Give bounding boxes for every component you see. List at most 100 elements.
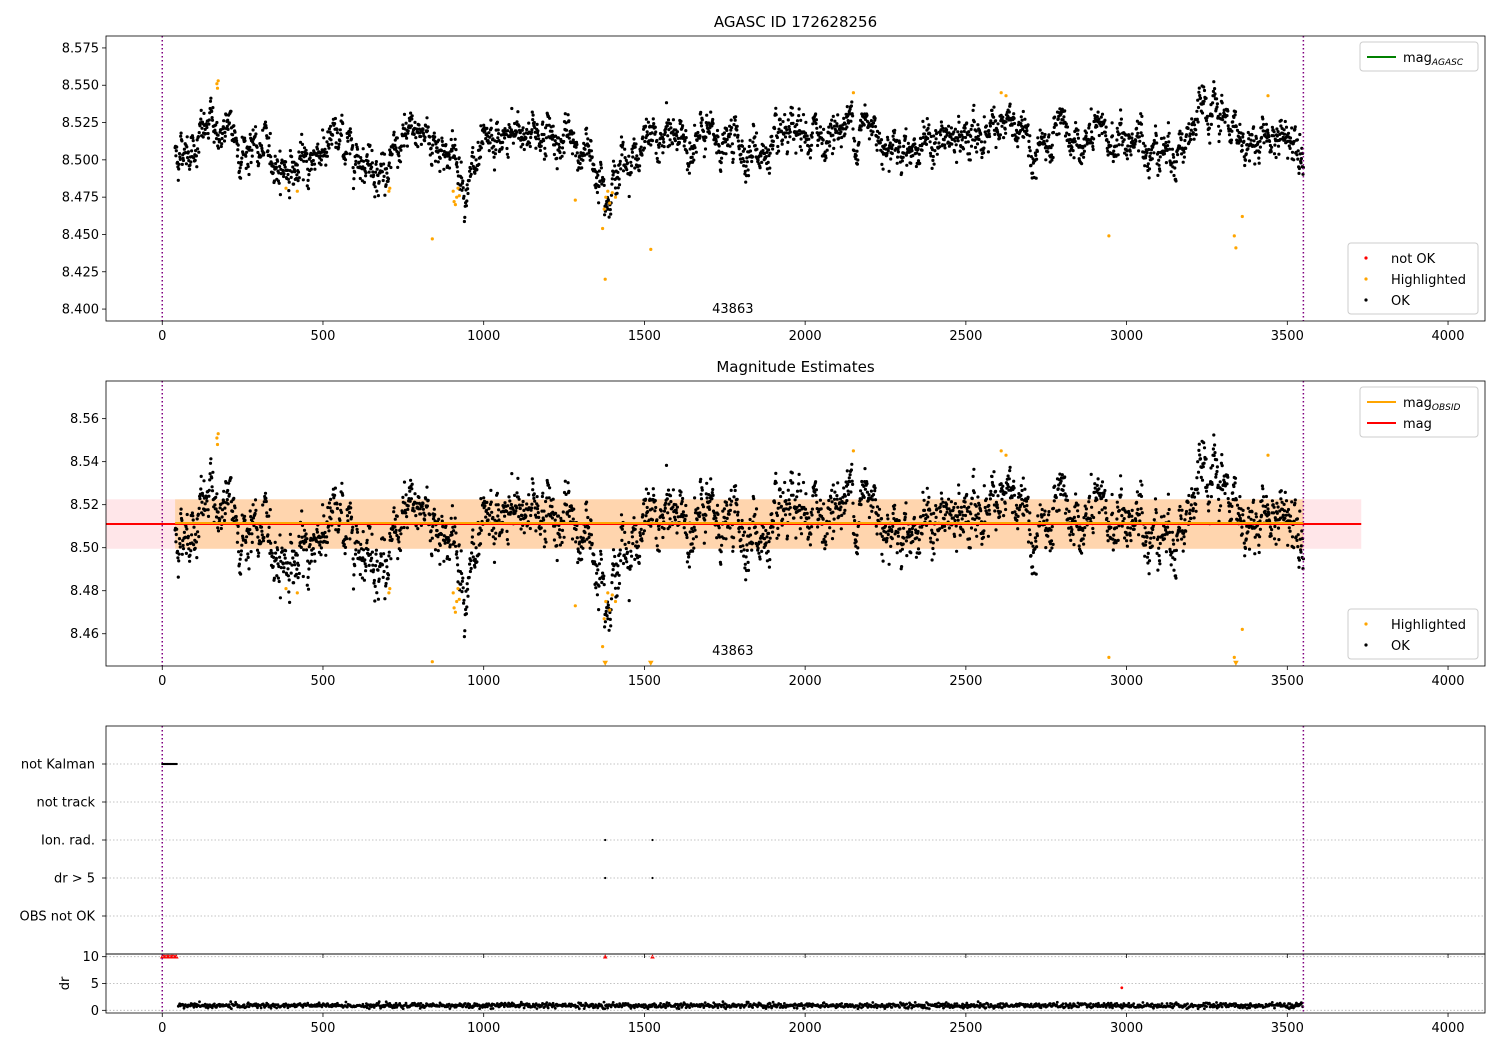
ok-point bbox=[1196, 98, 1200, 102]
ok-point bbox=[714, 516, 718, 520]
ok-point bbox=[1269, 150, 1273, 154]
ok-point bbox=[182, 147, 186, 151]
ok-point bbox=[1036, 136, 1040, 140]
ok-point bbox=[581, 158, 585, 162]
ok-point bbox=[998, 515, 1002, 519]
ok-point bbox=[608, 610, 612, 615]
ok-point bbox=[610, 573, 614, 577]
ok-point bbox=[335, 127, 339, 132]
ok-point bbox=[556, 136, 561, 140]
ok-point bbox=[399, 148, 403, 152]
ok-point bbox=[409, 497, 413, 501]
ok-point bbox=[564, 503, 569, 507]
ok-point bbox=[271, 171, 275, 175]
ok-point bbox=[533, 130, 537, 134]
ok-point bbox=[616, 586, 620, 590]
ok-point bbox=[531, 113, 535, 117]
ok-point bbox=[895, 551, 899, 555]
ok-point bbox=[530, 128, 534, 132]
ok-point bbox=[1119, 108, 1123, 112]
ok-point bbox=[621, 561, 626, 566]
ok-point bbox=[557, 532, 561, 537]
ok-point bbox=[663, 130, 667, 134]
ok-point bbox=[594, 586, 598, 590]
ok-point bbox=[398, 160, 403, 164]
ok-point bbox=[959, 505, 964, 509]
ok-point bbox=[931, 541, 935, 545]
ok-point bbox=[830, 500, 834, 504]
ok-point bbox=[633, 557, 637, 562]
ok-point bbox=[406, 129, 410, 133]
ok-point bbox=[586, 137, 590, 141]
ok-point bbox=[638, 554, 642, 559]
ok-point bbox=[223, 506, 227, 510]
ok-point bbox=[464, 607, 468, 612]
ok-point bbox=[957, 114, 961, 118]
ok-point bbox=[787, 502, 792, 506]
ok-point bbox=[977, 137, 981, 142]
ok-point bbox=[724, 140, 728, 144]
ok-point bbox=[855, 552, 860, 556]
ok-point bbox=[717, 526, 721, 530]
ok-point bbox=[493, 537, 497, 541]
ok-point bbox=[430, 151, 434, 155]
ok-point bbox=[890, 529, 894, 534]
ok-point bbox=[748, 138, 752, 142]
ok-point bbox=[383, 597, 387, 601]
ok-point bbox=[720, 156, 724, 160]
ok-point bbox=[901, 542, 905, 546]
ok-point bbox=[366, 159, 370, 163]
ok-point bbox=[188, 167, 192, 171]
ok-point bbox=[611, 159, 616, 163]
ok-point bbox=[1283, 119, 1287, 124]
ok-point bbox=[909, 551, 913, 555]
ok-point bbox=[575, 536, 579, 540]
ok-point bbox=[278, 555, 282, 559]
ok-point bbox=[1167, 131, 1171, 135]
ok-point bbox=[869, 489, 874, 493]
ok-point bbox=[544, 136, 549, 140]
ok-point bbox=[839, 505, 843, 509]
ok-point bbox=[1043, 132, 1047, 137]
ok-point bbox=[455, 165, 459, 169]
ok-point bbox=[797, 482, 801, 486]
ok-point bbox=[233, 130, 237, 134]
ok-point bbox=[446, 536, 450, 540]
ok-point bbox=[820, 141, 824, 146]
ok-point bbox=[699, 110, 703, 114]
ok-point bbox=[227, 492, 231, 496]
ok-point bbox=[667, 502, 671, 506]
ok-point bbox=[443, 155, 447, 159]
ok-point bbox=[372, 181, 376, 185]
ok-point bbox=[962, 505, 966, 509]
ok-point bbox=[871, 498, 875, 502]
ok-point bbox=[517, 124, 521, 128]
ok-point bbox=[275, 574, 279, 578]
ok-point bbox=[945, 128, 949, 132]
ok-point bbox=[613, 554, 617, 559]
ok-point bbox=[1093, 113, 1097, 118]
ok-point bbox=[207, 122, 211, 126]
ok-point bbox=[497, 508, 501, 512]
ok-point bbox=[1158, 155, 1162, 159]
ok-point bbox=[1240, 148, 1244, 152]
ok-point bbox=[439, 532, 444, 537]
ok-point bbox=[713, 142, 718, 146]
ok-point bbox=[210, 485, 214, 489]
ok-point bbox=[315, 147, 319, 151]
ok-point bbox=[852, 149, 856, 153]
ok-point bbox=[815, 500, 819, 504]
ok-point bbox=[871, 130, 875, 134]
ok-point bbox=[907, 530, 911, 534]
ok-point bbox=[781, 517, 785, 521]
ok-point bbox=[952, 505, 956, 510]
y-tick-label: 8.475 bbox=[62, 191, 99, 206]
ok-point bbox=[542, 545, 547, 549]
ok-point bbox=[739, 152, 743, 156]
ok-point bbox=[415, 501, 419, 505]
ok-point bbox=[260, 146, 264, 150]
ok-point bbox=[857, 140, 861, 145]
ok-point bbox=[417, 501, 421, 505]
ok-point bbox=[798, 145, 802, 149]
ok-point bbox=[888, 141, 892, 145]
